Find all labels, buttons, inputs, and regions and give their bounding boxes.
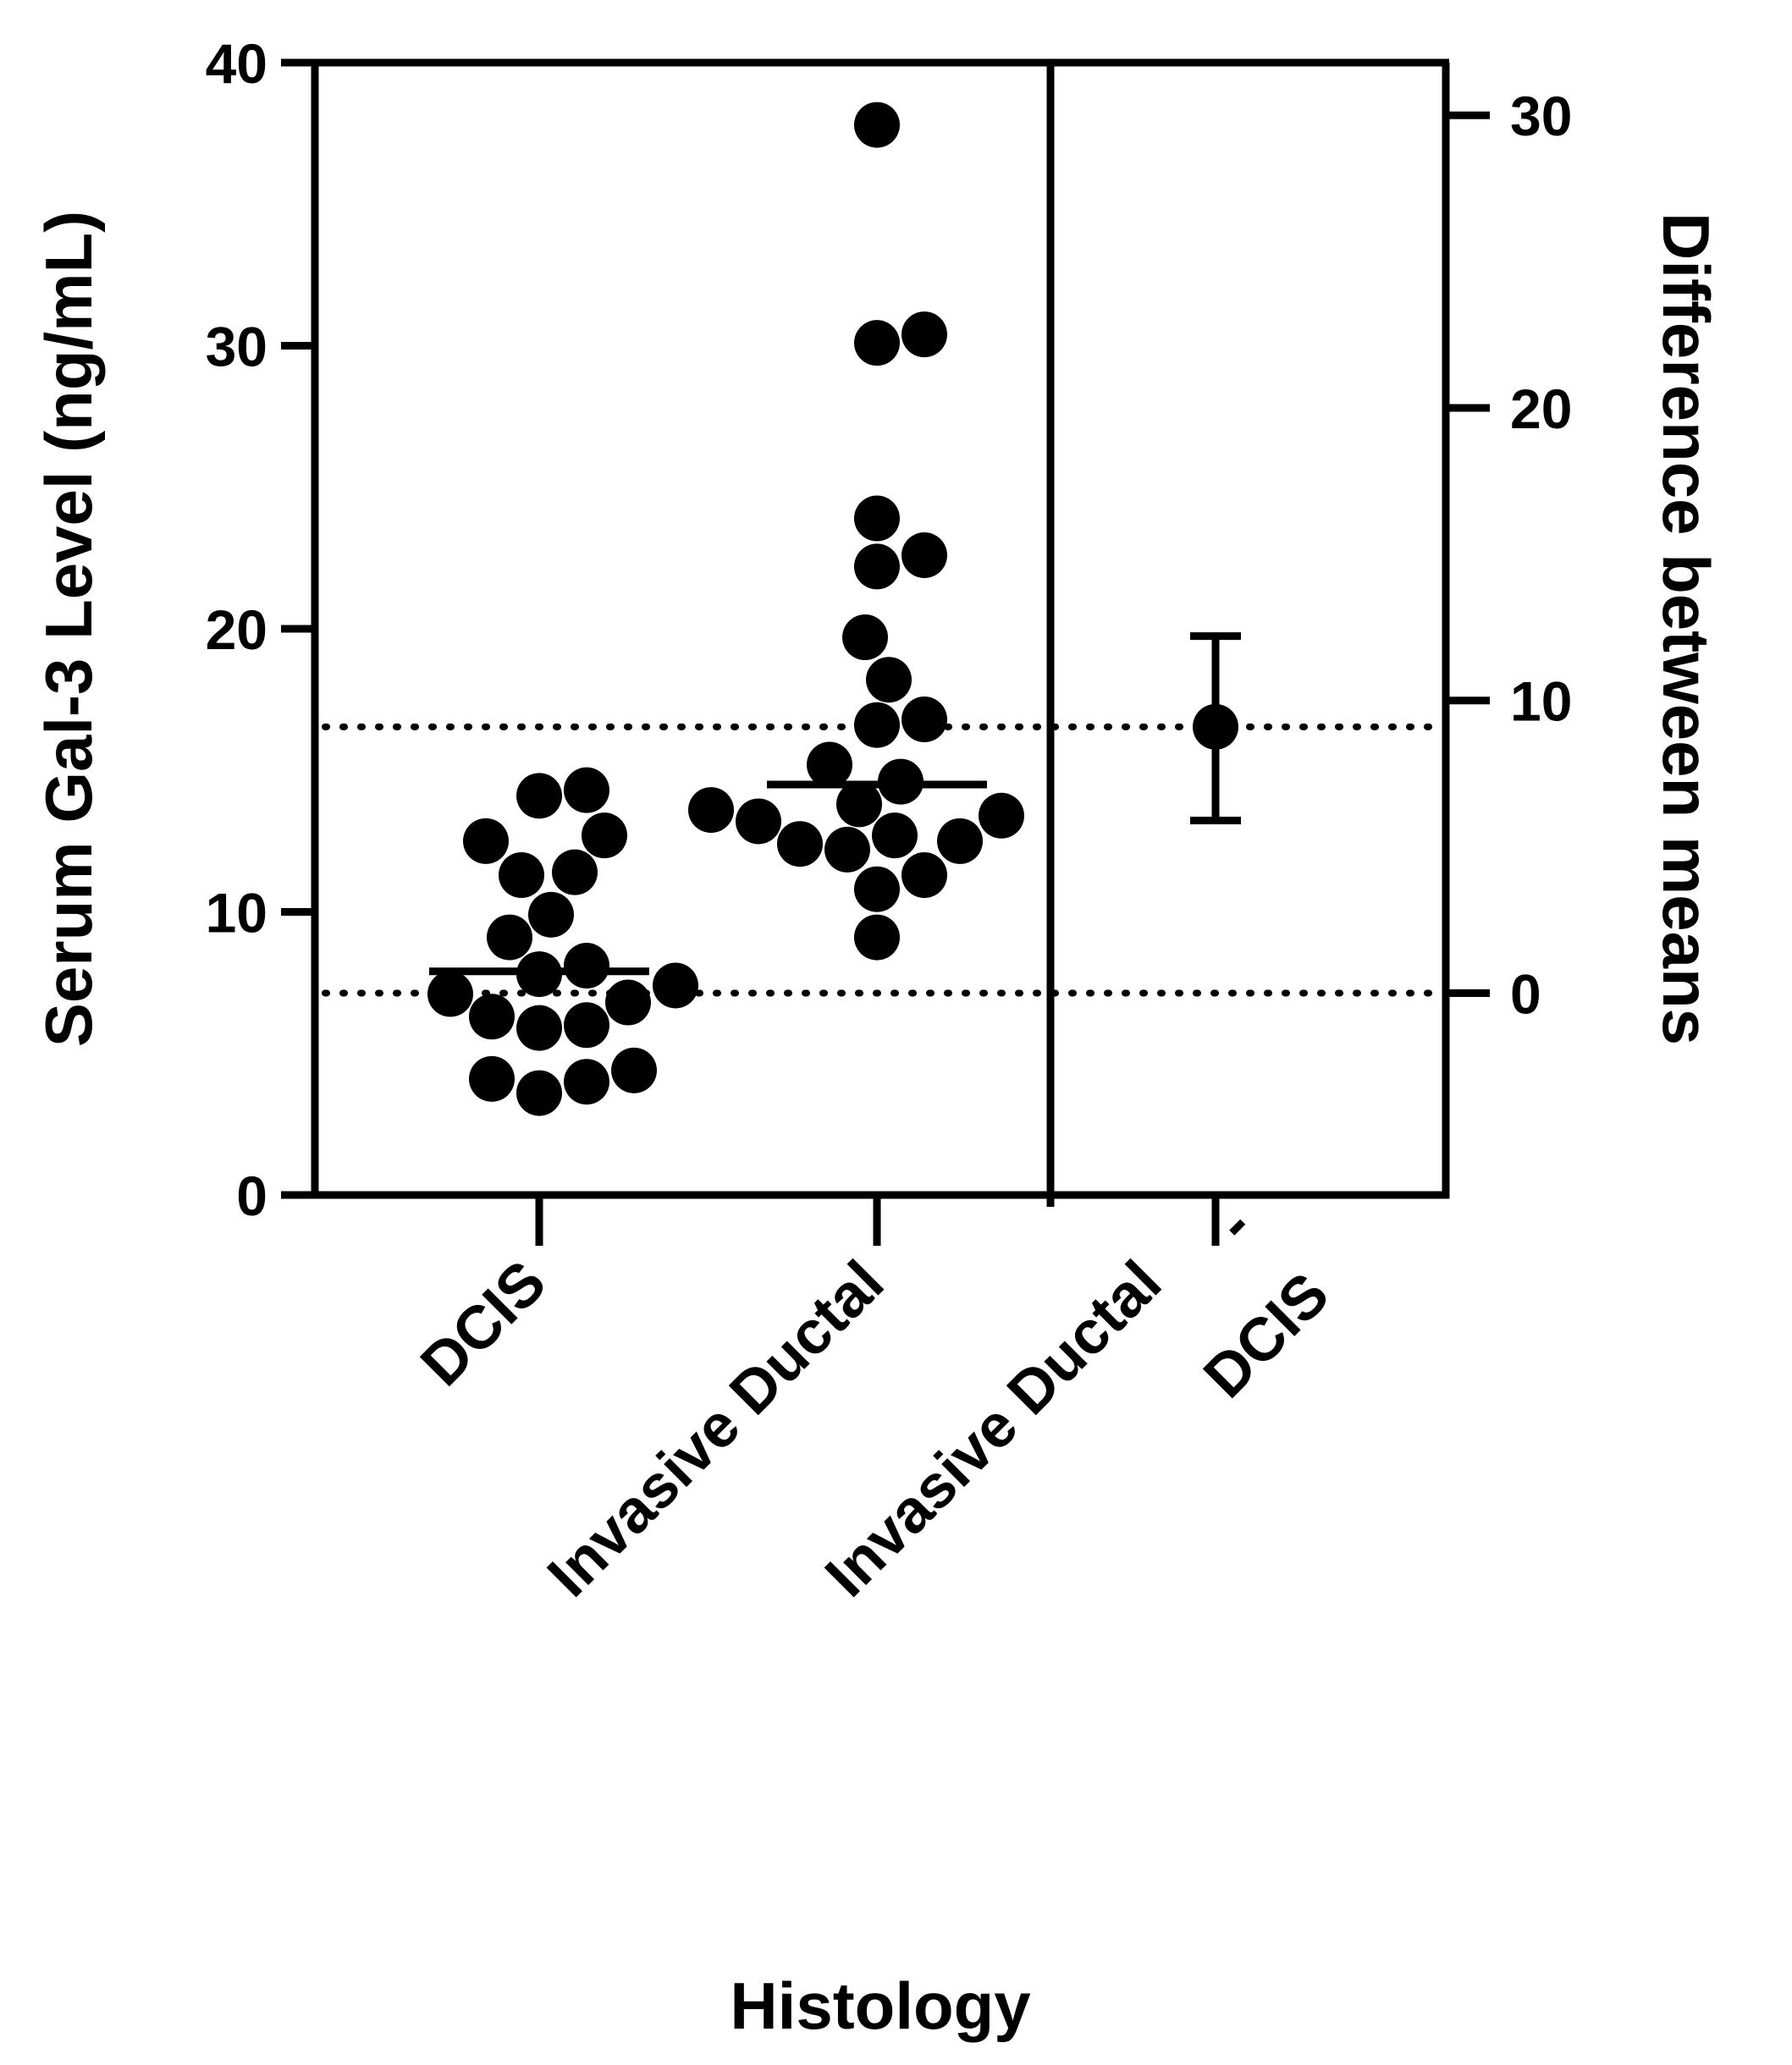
left-y-tick-label-0: 0 bbox=[236, 1165, 267, 1227]
data-point-0-2 bbox=[427, 971, 473, 1017]
data-point-1-10 bbox=[807, 741, 852, 788]
data-point-0-5 bbox=[516, 1005, 562, 1051]
data-point-1-22 bbox=[854, 914, 900, 961]
data-point-1-6 bbox=[842, 614, 888, 661]
x-axis-title: Histology bbox=[730, 1969, 1030, 2043]
data-point-0-1 bbox=[528, 891, 574, 938]
x-category-label-2: Invasive Ductal-DCIS bbox=[813, 1170, 1342, 1699]
data-point-1-4 bbox=[902, 532, 947, 579]
left-y-axis-title: Serum Gal-3 Level (ng/mL) bbox=[31, 211, 106, 1047]
x-category-label-0-line-0: DCIS bbox=[408, 1248, 559, 1399]
data-point-1-3 bbox=[854, 495, 900, 542]
data-point-0-10 bbox=[469, 1055, 515, 1102]
data-point-1-15 bbox=[736, 798, 781, 845]
left-y-tick-label-30: 30 bbox=[206, 316, 267, 378]
right-y-axis-title: Difference between means bbox=[1649, 212, 1723, 1045]
right-y-tick-label-0: 0 bbox=[1510, 962, 1541, 1025]
left-y-tick-label-40: 40 bbox=[206, 32, 267, 95]
data-point-0-0 bbox=[582, 812, 627, 859]
data-point-1-18 bbox=[777, 821, 823, 867]
data-point-0-17 bbox=[487, 914, 532, 961]
right-y-tick-label-30: 30 bbox=[1510, 85, 1572, 147]
data-point-0-3 bbox=[653, 962, 698, 1009]
x-category-label-2-line-2: DCIS bbox=[1191, 1260, 1342, 1411]
data-point-0-4 bbox=[564, 1059, 609, 1105]
data-point-0-16 bbox=[463, 818, 509, 864]
data-point-1-17 bbox=[824, 826, 870, 873]
data-point-1-0 bbox=[854, 102, 900, 148]
data-point-0-19 bbox=[516, 1070, 562, 1116]
data-point-1-2 bbox=[854, 320, 900, 366]
data-point-1-21 bbox=[854, 866, 900, 912]
data-point-1-12 bbox=[836, 781, 882, 828]
data-point-1-7 bbox=[866, 657, 912, 703]
data-point-0-12 bbox=[552, 849, 598, 895]
difference-estimate-point bbox=[1193, 703, 1238, 750]
data-point-1-8 bbox=[854, 702, 900, 748]
left-y-tick-label-10: 10 bbox=[206, 882, 267, 944]
data-point-0-15 bbox=[611, 1047, 657, 1093]
data-point-1-13 bbox=[688, 787, 734, 834]
data-point-1-1 bbox=[902, 311, 947, 358]
data-point-1-16 bbox=[872, 812, 918, 859]
data-point-0-9 bbox=[469, 994, 515, 1040]
data-point-0-14 bbox=[564, 1002, 609, 1049]
data-point-1-5 bbox=[854, 543, 900, 590]
left-y-tick-label-20: 20 bbox=[206, 598, 267, 661]
data-point-0-7 bbox=[499, 852, 544, 899]
data-point-0-6 bbox=[564, 767, 609, 813]
data-point-1-14 bbox=[979, 792, 1024, 839]
x-category-label-0: DCIS bbox=[408, 1248, 559, 1399]
data-point-0-11 bbox=[516, 773, 562, 819]
data-point-0-18 bbox=[605, 979, 651, 1026]
data-point-1-20 bbox=[902, 852, 947, 899]
data-marks bbox=[427, 102, 1241, 1116]
axes bbox=[281, 58, 1490, 1246]
data-point-1-19 bbox=[937, 818, 983, 864]
data-point-1-9 bbox=[902, 697, 947, 743]
right-y-tick-label-10: 10 bbox=[1510, 670, 1572, 733]
right-y-tick-label-20: 20 bbox=[1510, 377, 1572, 440]
data-point-0-8 bbox=[564, 943, 609, 989]
